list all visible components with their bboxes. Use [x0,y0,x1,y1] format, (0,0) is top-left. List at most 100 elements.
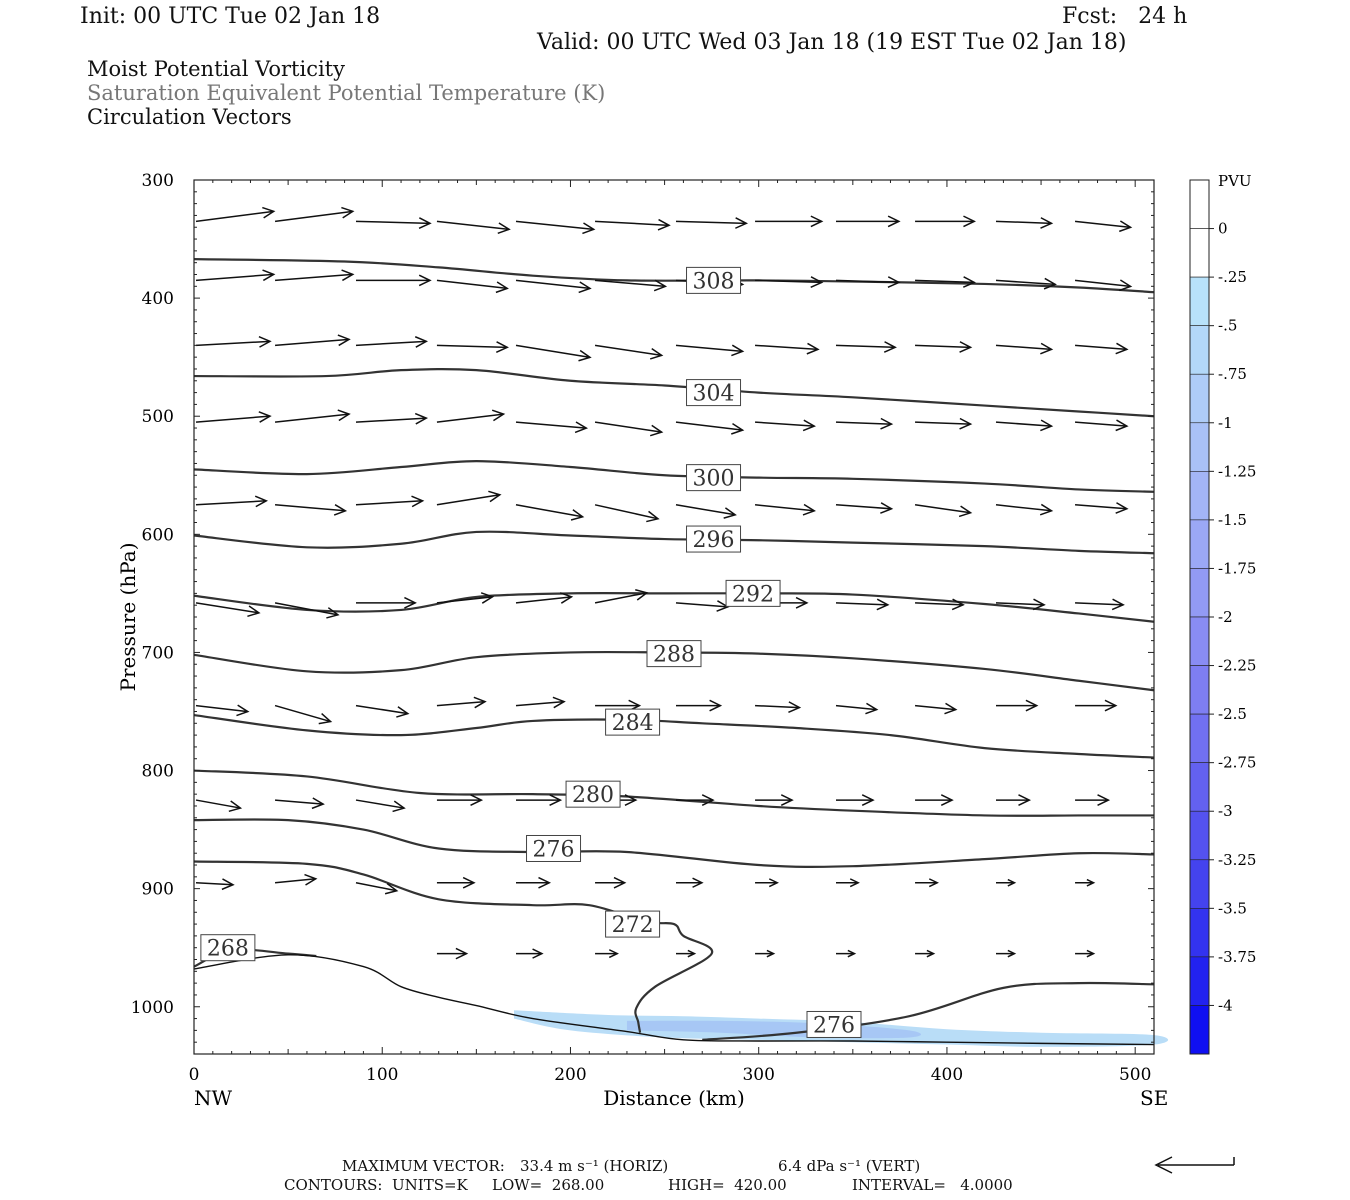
vector-shaft [594,421,662,433]
circulation-vector [1075,502,1129,514]
vector-shaft [835,602,888,606]
y-tick-label: 900 [142,880,174,900]
colorbar-tick-label: -1.5 [1218,511,1247,529]
circulation-vector [836,878,860,888]
vector-shaft [515,700,565,707]
vector-shaft [274,338,350,347]
vector-shaft [835,421,892,425]
colorbar-tick-label: -3.25 [1218,851,1256,869]
vector-shaft [915,344,971,349]
vector-shaft [195,340,271,347]
vector-shaft [835,504,892,510]
circulation-vector [675,421,745,435]
circulation-vector [274,206,355,223]
vector-shaft [914,704,956,711]
vector-head [578,281,592,294]
colorbar-bin [1189,276,1210,326]
vector-head [1043,277,1057,290]
vector-shaft [835,704,877,711]
circulation-vector [996,878,1017,887]
circulation-vector [915,417,973,430]
vector-head [414,336,429,348]
circulation-vector [755,794,794,806]
vector-head [491,409,506,422]
vector-head [1032,598,1046,611]
vector-shaft [995,279,1056,286]
x-tick-label: 100 [366,1065,398,1085]
circulation-vector [675,217,749,229]
vector-head [958,505,973,518]
circulation-vector [516,948,544,959]
vector-shaft [355,799,405,809]
vector-shaft [436,279,508,290]
contour-label-text: 268 [207,937,249,962]
vector-shaft [436,494,500,506]
colorbar-bin [1189,908,1210,958]
contour-label-box [725,579,781,607]
vector-head [646,510,660,523]
vector-head [802,419,816,432]
circulation-vector [915,598,965,611]
vector-head [951,598,965,611]
vector-head [1007,878,1017,887]
vector-shaft [195,273,274,282]
circulation-vector [1075,949,1096,958]
vector-shaft [274,413,350,423]
circulation-vector [594,589,649,604]
circulation-vector [1075,699,1118,712]
vector-shaft [594,504,659,520]
circulation-vector [195,336,272,348]
vector-head [418,274,432,287]
contour-line-276 [193,818,1155,868]
vector-layer [195,206,1133,960]
vector-head [731,344,745,357]
circulation-vector [356,274,432,287]
vector-head [731,423,745,435]
vector-head [880,417,894,430]
circulation-vector [915,794,954,806]
circulation-vector [676,877,704,888]
vector-shaft [995,421,1052,427]
contour-line-272 [193,860,714,1033]
vector-head [262,269,276,282]
circulation-vector [755,949,776,958]
contour-label-280: 280 [565,780,621,808]
contour-line-300 [193,459,1155,493]
colorbar-tick-label: -4 [1218,996,1233,1014]
contour-line-304 [193,368,1155,418]
colorbar-tick-label: -3 [1218,802,1233,820]
circulation-vector [515,220,596,235]
vector-shaft [515,421,587,429]
pv-shading-core [626,1020,922,1039]
contour-label-box [686,379,742,407]
vector-shaft [274,877,316,884]
contour-label-text: 308 [693,269,735,294]
vector-head [613,876,627,889]
contour-label-296: 296 [686,525,742,553]
colorbar-tick-label: -.75 [1218,365,1247,383]
vector-head [795,596,809,609]
y-tick-label: 700 [142,643,174,663]
colorbar-tick-label: -2.25 [1218,657,1256,675]
circulation-vector [594,279,668,292]
vector-shaft [274,799,324,805]
vector-head [480,592,495,604]
vector-head [254,495,269,508]
vector-head [462,876,476,889]
circulation-vector [755,701,802,713]
terrain-surface-line [193,954,1155,1046]
vector-head [411,495,425,508]
max-vector-label: MAXIMUM VECTOR: [342,1157,505,1175]
vector-shaft [515,596,572,604]
vector-head [701,794,715,806]
contour-label-text: 304 [693,382,735,407]
contour-label-box [806,1010,862,1038]
vector-head [549,794,563,806]
circulation-vector [915,878,939,888]
vector-head [1040,342,1054,355]
circulation-vector [274,704,333,725]
vector-shaft [755,421,815,427]
vector-head [341,269,355,282]
vector-head [470,794,484,806]
circulation-vector [755,342,820,355]
